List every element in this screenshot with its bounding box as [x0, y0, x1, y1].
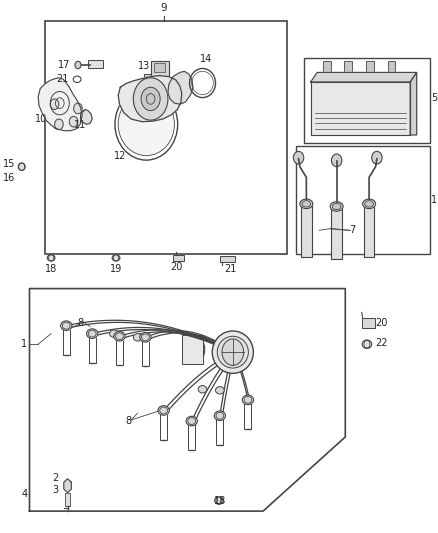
- Ellipse shape: [187, 336, 204, 364]
- Text: 10: 10: [35, 114, 48, 124]
- Bar: [219, 256, 234, 262]
- Polygon shape: [64, 479, 71, 492]
- Ellipse shape: [141, 334, 149, 341]
- Bar: [45, 21, 286, 254]
- Bar: [331, 209, 341, 260]
- Text: 17: 17: [58, 60, 71, 70]
- Ellipse shape: [159, 407, 167, 414]
- Polygon shape: [38, 78, 82, 131]
- Text: 21: 21: [224, 264, 236, 274]
- Bar: [88, 60, 103, 68]
- Ellipse shape: [118, 93, 174, 156]
- Text: 9: 9: [160, 3, 166, 13]
- Bar: [322, 61, 330, 72]
- Text: 18: 18: [45, 264, 57, 274]
- Text: 2: 2: [52, 473, 58, 483]
- Text: 21: 21: [56, 74, 68, 84]
- Bar: [150, 61, 168, 76]
- Ellipse shape: [214, 411, 225, 421]
- Text: 8: 8: [125, 416, 131, 426]
- Ellipse shape: [332, 203, 340, 209]
- Text: 22: 22: [375, 337, 387, 348]
- Circle shape: [141, 87, 160, 110]
- Ellipse shape: [133, 334, 141, 341]
- Polygon shape: [310, 72, 416, 82]
- Circle shape: [331, 154, 341, 167]
- Ellipse shape: [329, 201, 343, 211]
- Circle shape: [222, 339, 243, 366]
- Bar: [65, 492, 70, 506]
- Ellipse shape: [47, 255, 55, 261]
- Ellipse shape: [362, 199, 375, 208]
- Circle shape: [50, 99, 59, 109]
- Text: 7: 7: [349, 225, 355, 235]
- Ellipse shape: [198, 385, 206, 393]
- Circle shape: [371, 151, 381, 164]
- Ellipse shape: [242, 395, 253, 405]
- Bar: [295, 146, 429, 254]
- Bar: [300, 206, 311, 257]
- Text: 3: 3: [52, 485, 58, 495]
- Bar: [181, 335, 203, 364]
- Ellipse shape: [244, 397, 251, 403]
- Ellipse shape: [109, 330, 118, 337]
- Ellipse shape: [186, 416, 197, 426]
- Ellipse shape: [217, 336, 248, 368]
- Ellipse shape: [214, 497, 223, 504]
- Ellipse shape: [115, 333, 123, 340]
- Text: 18: 18: [213, 496, 226, 506]
- Circle shape: [75, 61, 81, 69]
- Circle shape: [133, 78, 168, 120]
- Ellipse shape: [364, 200, 373, 207]
- Polygon shape: [310, 82, 409, 135]
- Ellipse shape: [60, 321, 72, 330]
- Bar: [365, 61, 373, 72]
- Text: 20: 20: [375, 318, 387, 328]
- Circle shape: [69, 116, 78, 127]
- Text: 5: 5: [430, 93, 436, 103]
- Ellipse shape: [215, 413, 223, 419]
- Ellipse shape: [301, 200, 310, 207]
- Text: 4: 4: [21, 489, 27, 499]
- Polygon shape: [118, 76, 181, 122]
- Ellipse shape: [88, 330, 96, 337]
- Bar: [304, 58, 429, 143]
- Text: 15: 15: [3, 159, 16, 169]
- Polygon shape: [409, 72, 416, 135]
- Circle shape: [74, 103, 82, 114]
- Circle shape: [293, 151, 303, 164]
- Ellipse shape: [86, 329, 98, 338]
- Text: 19: 19: [110, 264, 122, 274]
- Ellipse shape: [62, 322, 70, 329]
- Text: 13: 13: [138, 61, 150, 71]
- Text: 20: 20: [170, 262, 182, 272]
- Ellipse shape: [158, 406, 169, 415]
- Ellipse shape: [18, 163, 25, 171]
- Bar: [173, 255, 184, 261]
- Ellipse shape: [112, 255, 120, 261]
- Text: 14: 14: [200, 54, 212, 64]
- Bar: [154, 63, 165, 72]
- Bar: [144, 74, 159, 85]
- Ellipse shape: [299, 199, 312, 208]
- Ellipse shape: [361, 340, 371, 349]
- Bar: [361, 318, 374, 328]
- Text: 12: 12: [113, 151, 126, 161]
- Ellipse shape: [212, 331, 253, 373]
- Bar: [344, 61, 351, 72]
- Ellipse shape: [139, 333, 151, 342]
- Text: 8: 8: [77, 318, 83, 328]
- Text: 1: 1: [21, 339, 27, 349]
- Polygon shape: [168, 71, 193, 104]
- Text: 11: 11: [73, 120, 85, 131]
- Text: 1: 1: [430, 195, 436, 205]
- Bar: [387, 61, 395, 72]
- Bar: [363, 206, 374, 257]
- Ellipse shape: [215, 386, 224, 394]
- Polygon shape: [80, 109, 92, 124]
- Ellipse shape: [187, 417, 195, 424]
- Ellipse shape: [113, 332, 125, 341]
- Text: 16: 16: [4, 173, 16, 183]
- Circle shape: [54, 119, 63, 130]
